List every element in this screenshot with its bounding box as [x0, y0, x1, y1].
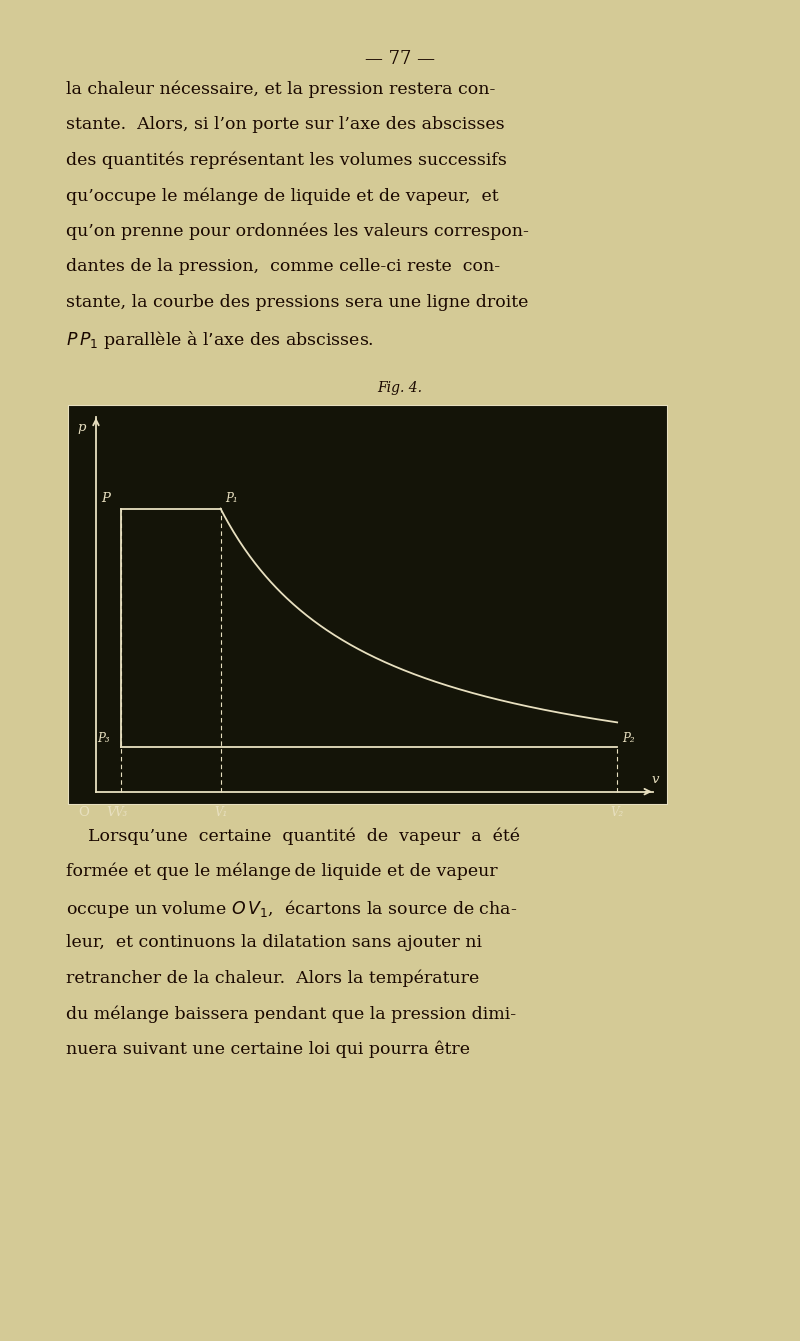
- Text: des quantités représentant les volumes successifs: des quantités représentant les volumes s…: [66, 152, 506, 169]
- Text: Lorsqu’une  certaine  quantité  de  vapeur  a  été: Lorsqu’une certaine quantité de vapeur a…: [66, 827, 520, 845]
- Text: V₂: V₂: [610, 806, 624, 819]
- Text: P: P: [102, 492, 110, 506]
- Text: P₂: P₂: [622, 732, 635, 746]
- Text: Fig. 4.: Fig. 4.: [378, 381, 422, 394]
- Text: retrancher de la chaleur.  Alors la température: retrancher de la chaleur. Alors la tempé…: [66, 970, 479, 987]
- Text: O: O: [78, 806, 89, 819]
- Text: P₃: P₃: [98, 732, 110, 746]
- Text: V: V: [106, 806, 116, 819]
- Text: qu’occupe le mélange de liquide et de vapeur,  et: qu’occupe le mélange de liquide et de va…: [66, 188, 498, 205]
- Text: la chaleur nécessaire, et la pression restera con-: la chaleur nécessaire, et la pression re…: [66, 80, 495, 98]
- Text: P₁: P₁: [226, 492, 238, 506]
- Text: $P\,P_1$ parallèle à l’axe des abscisses.: $P\,P_1$ parallèle à l’axe des abscisses…: [66, 330, 374, 351]
- Text: formée et que le mélange de liquide et de vapeur: formée et que le mélange de liquide et d…: [66, 864, 498, 881]
- Text: V₃: V₃: [114, 806, 128, 819]
- Text: p: p: [78, 421, 86, 434]
- Text: leur,  et continuons la dilatation sans ajouter ni: leur, et continuons la dilatation sans a…: [66, 935, 482, 951]
- Text: dantes de la pression,  comme celle-ci reste  con-: dantes de la pression, comme celle-ci re…: [66, 259, 500, 275]
- Text: V₁: V₁: [214, 806, 227, 819]
- Text: stante, la courbe des pressions sera une ligne droite: stante, la courbe des pressions sera une…: [66, 294, 528, 311]
- Text: — 77 —: — 77 —: [365, 50, 435, 67]
- Text: du mélange baissera pendant que la pression dimi-: du mélange baissera pendant que la press…: [66, 1006, 516, 1023]
- Text: v: v: [651, 774, 659, 786]
- Text: nuera suivant une certaine loi qui pourra être: nuera suivant une certaine loi qui pourr…: [66, 1041, 470, 1058]
- Text: qu’on prenne pour ordonnées les valeurs correspon-: qu’on prenne pour ordonnées les valeurs …: [66, 223, 529, 240]
- Text: occupe un volume $O\,V_1$,  écartons la source de cha-: occupe un volume $O\,V_1$, écartons la s…: [66, 898, 517, 920]
- Text: stante.  Alors, si l’on porte sur l’axe des abscisses: stante. Alors, si l’on porte sur l’axe d…: [66, 117, 504, 133]
